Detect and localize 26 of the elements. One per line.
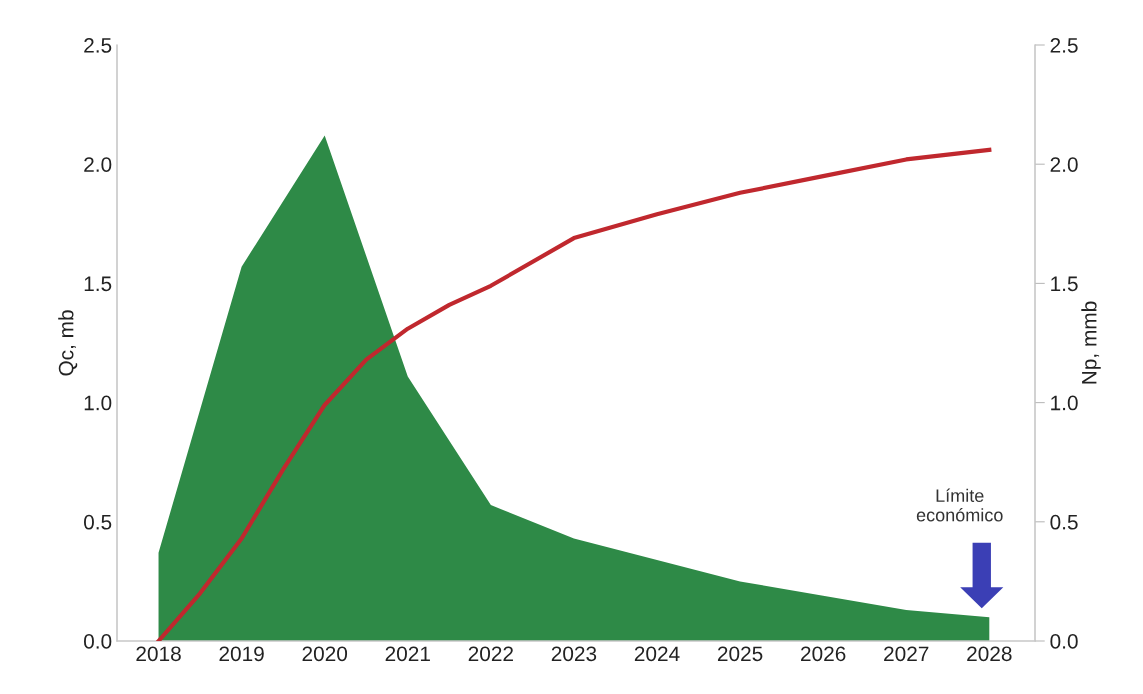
- x-tick-label: 2028: [967, 646, 1012, 662]
- y2-tick-label: 1.5: [1051, 276, 1078, 292]
- x-tick-label: 2021: [385, 646, 430, 662]
- annotation: Límite económico: [916, 488, 1003, 522]
- x-tick-label: 2019: [219, 646, 264, 662]
- x-tick-label: 2020: [302, 646, 348, 662]
- y-tick-label: 2.0: [84, 157, 112, 172]
- y-axis-title: Qc, mb: [58, 310, 78, 376]
- y2-tick-label: 0.5: [1050, 514, 1078, 530]
- y-tick-label: 2.5: [84, 38, 112, 53]
- x-tick-label: 2024: [634, 646, 680, 662]
- y2-tick-label: 1.0: [1051, 395, 1078, 411]
- y2-tick-label: 2.0: [1050, 157, 1078, 172]
- x-tick-label: 2027: [884, 646, 929, 662]
- y-tick-label: 0.5: [83, 514, 112, 530]
- x-tick-label: 2026: [801, 646, 846, 662]
- y-tick-label: 1.5: [84, 276, 112, 292]
- x-tick-label: 2023: [551, 646, 597, 662]
- y-tick-label: 1.0: [84, 395, 112, 411]
- x-tick-label: 2018: [136, 646, 181, 662]
- y2-axis-title: Np, mmb: [1081, 301, 1101, 384]
- y2-tick-label: 2.5: [1050, 38, 1078, 53]
- x-tick-label: 2022: [468, 646, 513, 662]
- y2-tick-label: 0.0: [1050, 634, 1078, 649]
- x-tick-label: 2025: [717, 646, 763, 662]
- y-tick-label: 0.0: [83, 634, 112, 649]
